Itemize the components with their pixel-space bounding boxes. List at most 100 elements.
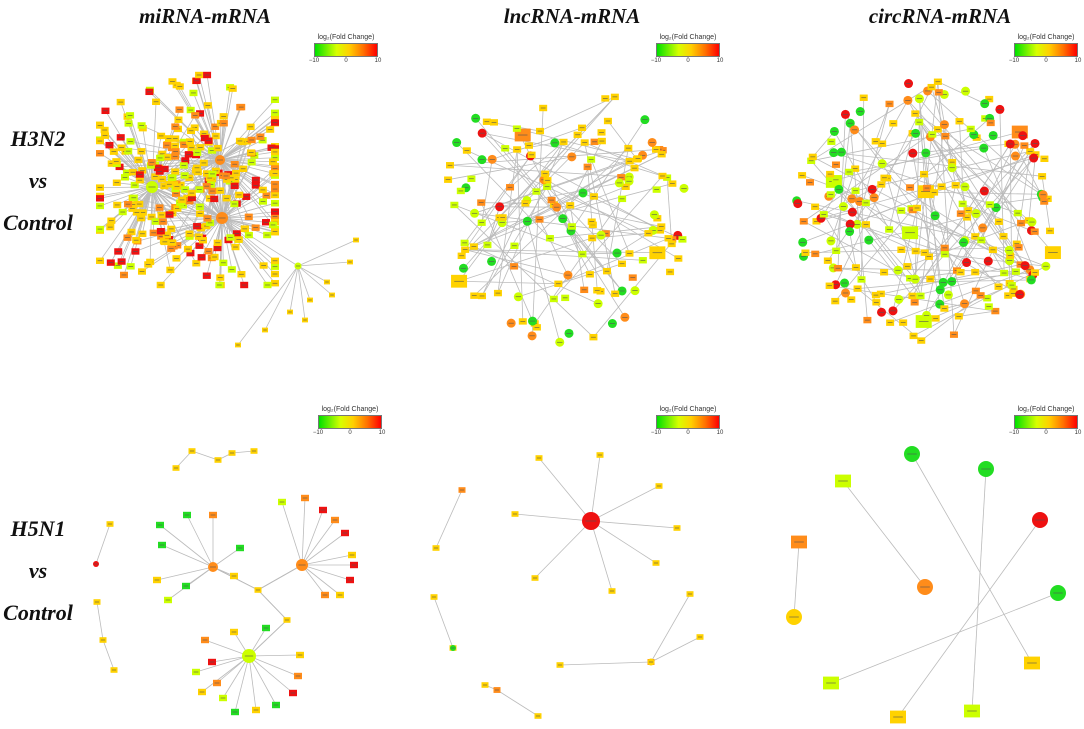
network-edge xyxy=(559,661,652,666)
color-legend: log₂(Fold Change) −10 0 10 xyxy=(1009,34,1081,66)
network-edge xyxy=(237,265,299,346)
network-edge xyxy=(534,520,592,579)
network-edge xyxy=(248,655,299,677)
network-edge xyxy=(454,204,594,338)
network-edge xyxy=(191,450,219,461)
legend-tick-mid: 0 xyxy=(348,430,352,436)
network-edge xyxy=(301,564,351,581)
network-edge xyxy=(201,655,250,693)
network-edge xyxy=(607,120,638,160)
network-edge xyxy=(849,122,999,287)
legend-title: log₂(Fold Change) xyxy=(321,406,379,413)
network-edge xyxy=(527,183,673,222)
legend-tick-min: −10 xyxy=(650,430,662,436)
network-edge xyxy=(151,140,241,188)
network-edge xyxy=(920,124,945,296)
network-edge xyxy=(971,468,987,712)
network-edge xyxy=(221,217,276,232)
legend-title: log₂(Fold Change) xyxy=(1017,406,1075,413)
network-edge xyxy=(1014,144,1043,198)
network-edge xyxy=(221,202,276,219)
network-edge xyxy=(616,232,649,254)
network-edge xyxy=(161,544,214,568)
network-edge xyxy=(547,179,679,259)
network-edge xyxy=(456,142,551,239)
network-edge xyxy=(810,81,939,162)
row-label-h3n2-line2: vs xyxy=(28,168,48,193)
network-edge xyxy=(264,265,299,331)
network-edge xyxy=(185,566,214,587)
network-edge xyxy=(989,197,1043,205)
network-edge xyxy=(888,133,913,230)
network-edge xyxy=(474,147,629,296)
legend-tick-mid: 0 xyxy=(686,58,690,64)
network-edge xyxy=(590,485,660,522)
legend-ticks: −10 0 10 xyxy=(1009,429,1081,438)
network-edge xyxy=(913,265,1047,337)
network-edge xyxy=(219,159,274,163)
network-edge xyxy=(481,132,661,231)
legend-ticks: −10 0 10 xyxy=(651,57,723,66)
network-edge xyxy=(458,141,564,282)
network-edge xyxy=(221,189,264,219)
network-edge xyxy=(219,159,276,223)
network-edge xyxy=(301,519,336,566)
network-edge xyxy=(301,554,353,566)
network-edge xyxy=(803,221,911,279)
network-edge xyxy=(465,249,643,261)
network-edge xyxy=(590,520,613,592)
network-edge xyxy=(796,200,982,241)
legend-ticks: −10 0 10 xyxy=(1009,57,1081,66)
row-label-h3n2-line3: Control xyxy=(3,210,73,235)
network-edge xyxy=(509,141,564,188)
network-edge xyxy=(793,541,800,618)
network-edge xyxy=(481,132,572,232)
network-edge xyxy=(151,186,168,235)
network-edge xyxy=(301,532,346,566)
legend-gradient-bar xyxy=(1014,415,1078,429)
legend-tick-min: −10 xyxy=(1008,430,1020,436)
network-edge xyxy=(301,564,326,596)
network-edge xyxy=(650,636,701,663)
network-edge xyxy=(175,450,193,469)
network-edge xyxy=(892,207,918,311)
legend-tick-mid: 0 xyxy=(686,430,690,436)
column-title-mirna: miRNA-mRNA xyxy=(139,4,271,28)
network-edge xyxy=(435,489,463,549)
network-edge xyxy=(830,592,1059,684)
network-edge xyxy=(937,81,985,105)
network-edge xyxy=(496,689,539,717)
network-edge xyxy=(539,219,569,276)
legend-tick-min: −10 xyxy=(312,430,324,436)
network-edge xyxy=(547,142,585,181)
network-edge xyxy=(297,239,357,267)
network-edge xyxy=(823,214,877,303)
network-edge xyxy=(889,269,1031,324)
network-edge xyxy=(553,175,663,300)
network-edge xyxy=(834,131,890,230)
network-edge xyxy=(433,596,454,649)
color-legend: log₂(Fold Change) −10 0 10 xyxy=(309,34,381,66)
network-edge xyxy=(857,288,922,341)
network-edge xyxy=(301,497,306,566)
legend-tick-max: 10 xyxy=(1074,58,1082,64)
network-edge xyxy=(464,153,662,251)
network-edge xyxy=(175,188,223,219)
network-edge xyxy=(475,118,623,292)
legend-tick-max: 10 xyxy=(374,58,382,64)
network-edge xyxy=(823,189,840,215)
network-edge xyxy=(802,154,1036,243)
network-edge xyxy=(666,177,673,244)
network-edge xyxy=(923,185,957,322)
network-edge xyxy=(464,155,531,244)
network-edge xyxy=(221,168,276,219)
row-label-h5n1-line1: H5N1 xyxy=(10,516,66,541)
network-edge xyxy=(473,246,599,305)
network-edge xyxy=(248,619,288,657)
row-label-h3n2: H3N2 vs Control xyxy=(0,118,88,244)
row-label-h5n1: H5N1 vs Control xyxy=(0,508,88,634)
legend-gradient-bar xyxy=(656,43,720,57)
